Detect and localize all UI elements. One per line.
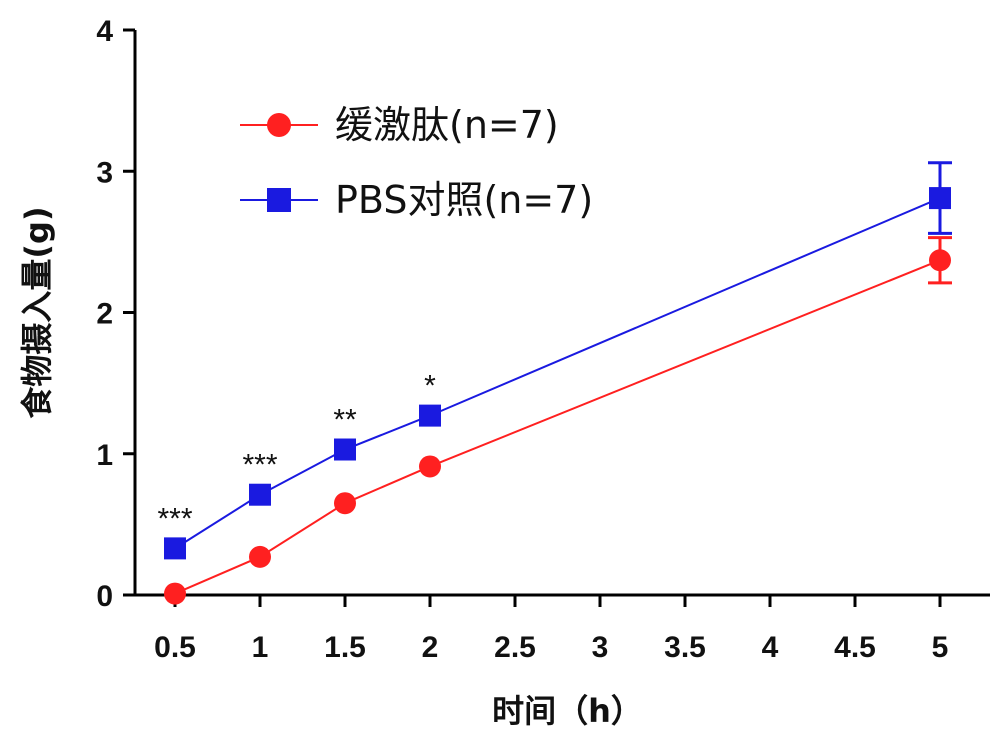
legend-marker [267,188,291,212]
data-point [249,546,271,568]
x-tick-label: 5 [932,631,949,664]
significance-label: ** [333,404,357,437]
x-tick-label: 1 [252,631,269,664]
x-tick-label: 3.5 [664,631,706,664]
data-point [419,405,441,427]
x-tick-label: 2 [422,631,439,664]
x-tick-label: 2.5 [494,631,536,664]
data-point [334,439,356,461]
data-point [419,455,441,477]
significance-label: *** [157,502,192,535]
y-tick-label: 4 [96,15,113,48]
data-point [164,583,186,605]
data-point [929,187,951,209]
y-tick-label: 0 [96,580,113,613]
y-tick-label: 3 [96,156,113,189]
x-tick-label: 0.5 [154,631,196,664]
y-tick-label: 2 [96,298,113,331]
data-point [164,537,186,559]
x-axis-title: 时间（h） [492,692,643,730]
data-point [334,492,356,514]
series-line [175,260,940,593]
significance-label: *** [242,449,277,482]
data-point [249,484,271,506]
data-point [929,249,951,271]
x-tick-label: 3 [592,631,609,664]
y-tick-label: 1 [96,439,113,472]
legend-label: PBS对照(n=7) [335,178,593,222]
legend-label: 缓激肽(n=7) [335,103,559,147]
x-tick-label: 4.5 [834,631,876,664]
x-tick-label: 1.5 [324,631,366,664]
legend-marker [267,113,291,137]
series-line [175,198,940,548]
significance-label: * [424,370,436,403]
x-tick-label: 4 [762,631,779,664]
y-axis-title: 食物摄入量(g) [18,206,56,418]
